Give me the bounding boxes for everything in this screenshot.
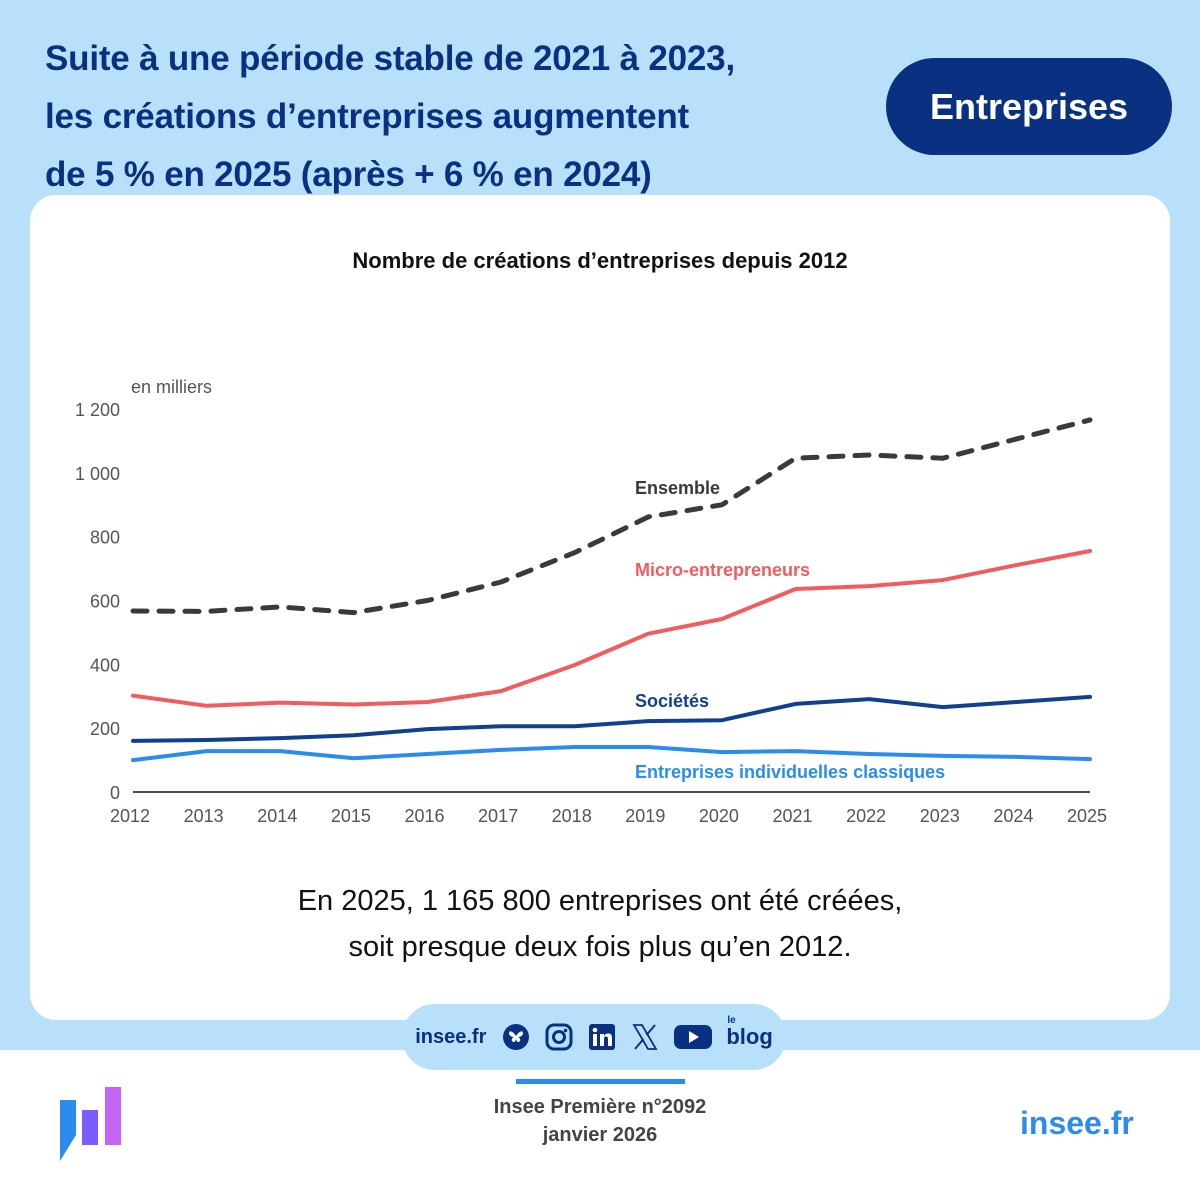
y-tick-label: 200 [90,719,120,739]
series-group [130,417,1093,763]
series-line-micro-entrepreneurs [131,549,1092,708]
series-label-micro-entrepreneurs: Micro-entrepreneurs [635,560,810,580]
x-tick-label: 2014 [257,806,297,826]
blog-icon[interactable]: le blog [726,1015,773,1050]
youtube-icon[interactable] [673,1022,713,1052]
x-tick-label: 2024 [993,806,1033,826]
linkedin-icon[interactable] [587,1022,617,1052]
x-tick-label: 2020 [699,806,739,826]
headline-line-1: Suite à une période stable de 2021 à 202… [45,39,735,78]
y-tick-label: 1 000 [75,464,120,484]
y-axis-label: en milliers [131,377,212,397]
x-tick-label: 2016 [404,806,444,826]
series-label-societes: Sociétés [635,691,709,711]
instagram-icon[interactable] [544,1022,574,1052]
x-tick-label: 2019 [625,806,665,826]
category-badge: Entreprises [886,58,1172,155]
series-line-soci-t-s [131,694,1092,743]
y-tick-label: 1 200 [75,400,120,420]
series-label-ensemble: Ensemble [635,478,720,498]
y-axis-ticks: 0 200 400 600 800 1 000 1 200 [75,400,120,803]
publication-date: janvier 2026 [542,1124,658,1146]
footer-divider [516,1079,685,1084]
blog-icon-le: le [727,1015,736,1026]
headline-line-2: les créations d’entreprises augmentent [45,97,690,136]
social-site-link[interactable]: insee.fr [415,1025,487,1048]
x-axis-ticks: 2012 2013 2014 2015 2016 2017 2018 2019 2020 2021… [110,806,1107,826]
headline-line-3: de 5 % en 2025 (après + 6 % en 2024) [45,155,652,194]
caption-line-1: En 2025, 1 165 800 entreprises ont été c… [297,885,903,917]
x-tick-label: 2013 [184,806,224,826]
chart-title: Nombre de créations d’entreprises depuis… [352,248,848,273]
publication-info: Insee Première n°2092 janvier 2026 [0,1093,1200,1149]
x-tick-label: 2025 [1067,806,1107,826]
publication-title: Insee Première n°2092 [493,1096,707,1118]
chart-caption: En 2025, 1 165 800 entreprises ont été c… [0,878,1200,970]
series-label-eic: Entreprises individuelles classiques [635,762,945,782]
y-tick-label: 0 [110,783,120,803]
bluesky-icon[interactable] [501,1022,531,1052]
x-tick-label: 2023 [920,806,960,826]
x-tick-label: 2012 [110,806,150,826]
y-tick-label: 800 [90,528,120,548]
x-tick-label: 2017 [478,806,518,826]
blog-icon-label: blog [726,1024,773,1049]
x-tick-label: 2022 [846,806,886,826]
series-line-entreprises-individuelles-classiques [131,745,1092,763]
x-tick-label: 2018 [552,806,592,826]
y-tick-label: 600 [90,592,120,612]
x-tick-label: 2015 [331,806,371,826]
insee-logo-icon [60,1087,121,1161]
y-tick-label: 400 [90,655,120,675]
footer-site-link[interactable]: insee.fr [1020,1105,1134,1141]
social-bar: insee.fr le blog [402,1004,786,1070]
x-tick-label: 2021 [773,806,813,826]
series-line-ensemble [130,417,1093,616]
chart-card [30,195,1170,1020]
x-icon[interactable] [630,1022,660,1052]
headline: Suite à une période stable de 2021 à 202… [45,30,885,204]
caption-line-2: soit presque deux fois plus qu’en 2012. [348,931,852,963]
